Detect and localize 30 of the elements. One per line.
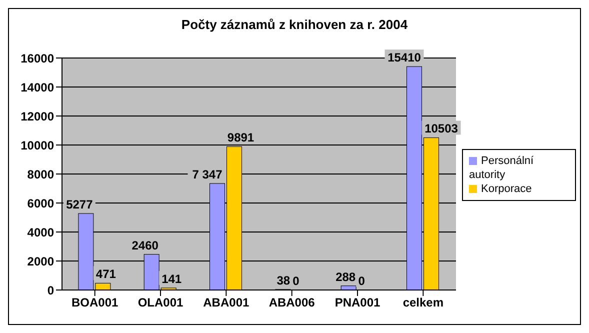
y-tick-label: 2000 bbox=[27, 254, 54, 268]
data-label: 0 bbox=[358, 274, 366, 288]
data-label: 10503 bbox=[424, 122, 458, 136]
y-tick-label: 6000 bbox=[27, 196, 54, 210]
legend-label: Personální autority bbox=[469, 154, 534, 180]
data-label: 9891 bbox=[227, 130, 254, 145]
x-tick-label: celkem bbox=[402, 296, 444, 310]
data-label: 5277 bbox=[66, 197, 94, 212]
x-tick-label: PNA001 bbox=[334, 296, 381, 310]
y-tick-label: 12000 bbox=[20, 109, 54, 124]
data-label: 15410 bbox=[388, 50, 422, 65]
data-label: 0 bbox=[292, 274, 300, 288]
data-label: 2460 bbox=[132, 238, 159, 252]
data-label: 141 bbox=[162, 272, 182, 286]
y-tick-label: 4000 bbox=[27, 225, 54, 240]
x-tick-label: BOA001 bbox=[71, 296, 119, 310]
x-tick-label: ABA001 bbox=[203, 296, 250, 310]
y-tick-label: 0 bbox=[47, 283, 54, 298]
data-label: 471 bbox=[96, 267, 116, 282]
y-tick-label: 14000 bbox=[20, 80, 54, 94]
data-label: 288 bbox=[336, 270, 356, 284]
chart-title: Počty záznamů z knihoven za r. 2004 bbox=[180, 16, 409, 32]
x-tick-label: ABA006 bbox=[268, 296, 316, 310]
data-label: 7 347 bbox=[192, 167, 223, 182]
y-tick-label: 8000 bbox=[27, 167, 54, 182]
y-tick-label: 16000 bbox=[20, 51, 54, 66]
y-tick-label: 10000 bbox=[20, 138, 54, 152]
x-tick-label: OLA001 bbox=[138, 296, 184, 310]
legend-label: Korporace bbox=[481, 182, 532, 194]
data-label: 38 bbox=[276, 273, 290, 288]
